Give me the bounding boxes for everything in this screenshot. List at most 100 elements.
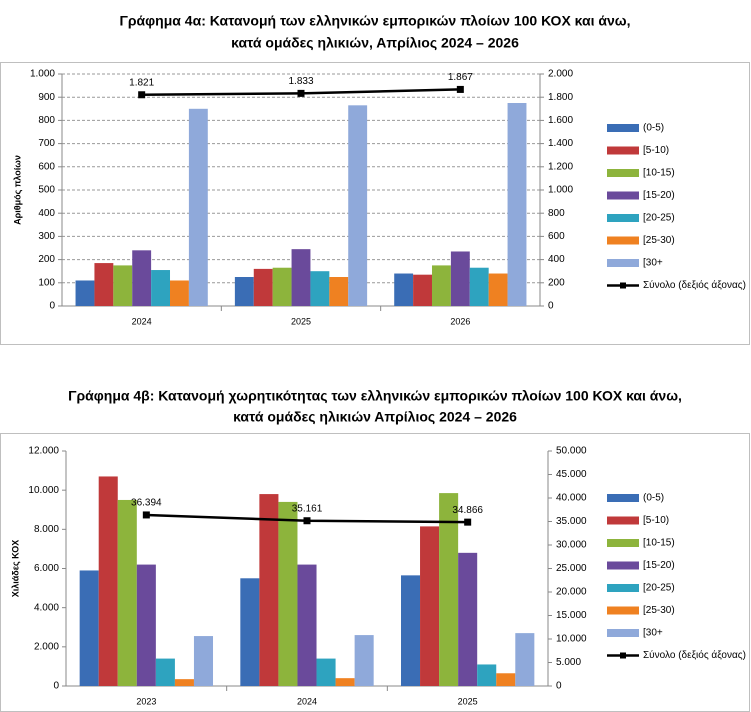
y2-tick-label: 25.000 — [556, 563, 587, 574]
y-tick-label: 10.000 — [28, 485, 59, 496]
bar — [450, 251, 470, 306]
bar — [354, 635, 374, 686]
bar — [488, 273, 508, 306]
y-tick-label: 800 — [38, 115, 55, 126]
legend-marker — [620, 652, 626, 659]
y-tick-label: 900 — [38, 92, 55, 103]
line-marker — [142, 511, 150, 519]
y-axis-label: Χιλιάδες ΚΟΧ — [10, 540, 20, 598]
y2-tick-label: 0 — [548, 301, 554, 312]
bar — [291, 249, 311, 306]
bar — [132, 250, 152, 306]
bar — [79, 570, 99, 686]
line-marker — [297, 89, 305, 97]
legend-label: [25-30) — [643, 605, 675, 616]
bar — [469, 267, 489, 306]
legend-swatch — [607, 191, 639, 200]
bar — [193, 636, 214, 686]
data-label: 1.833 — [288, 76, 313, 87]
y2-tick-label: 40.000 — [556, 493, 587, 504]
y2-tick-label: 600 — [548, 231, 565, 242]
y-tick-label: 0 — [53, 681, 59, 692]
legend-swatch — [607, 236, 639, 245]
legend-swatch — [607, 146, 639, 155]
bar — [75, 280, 95, 306]
legend-label: Σύνολο (δεξιός άξονας) — [643, 279, 746, 291]
data-label: 35.161 — [292, 503, 323, 514]
bar — [348, 105, 368, 306]
legend-label: [5-10) — [643, 515, 669, 526]
y2-tick-label: 1.000 — [548, 185, 573, 196]
bar — [98, 476, 118, 686]
chart-title: κατά ομάδες ηλικιών, Απρίλιος 2024 – 202… — [231, 35, 519, 51]
legend-swatch — [607, 539, 639, 547]
legend-label: [10-15) — [643, 168, 675, 179]
y2-tick-label: 1.200 — [548, 161, 573, 172]
bar — [94, 263, 114, 306]
y2-tick-label: 45.000 — [556, 469, 587, 480]
legend-swatch — [607, 561, 639, 570]
y-tick-label: 500 — [38, 185, 55, 196]
legend-label: [5-10) — [643, 145, 669, 156]
y2-tick-label: 1.600 — [548, 115, 573, 126]
legend-swatch — [607, 124, 639, 132]
y-tick-label: 4.000 — [34, 602, 59, 613]
bar — [439, 493, 459, 686]
x-tick-label: 2024 — [297, 696, 317, 706]
legend-label: [30+ — [643, 628, 663, 639]
y2-tick-label: 15.000 — [556, 610, 587, 621]
chart-frame — [0, 62, 750, 345]
y2-tick-label: 400 — [548, 254, 565, 265]
bar — [151, 270, 171, 306]
x-tick-label: 2023 — [136, 696, 156, 706]
y2-tick-label: 2.000 — [548, 69, 573, 80]
bar — [458, 552, 478, 686]
chart-title: κατά ομάδες ηλικιών Απρίλιος 2024 – 2026 — [233, 409, 517, 425]
legend-swatch — [607, 584, 639, 592]
legend-label: [10-15) — [643, 538, 675, 549]
legend-swatch — [607, 516, 639, 525]
bar — [188, 108, 208, 306]
data-label: 36.394 — [131, 498, 162, 509]
y2-tick-label: 20.000 — [556, 587, 587, 598]
y2-tick-label: 35.000 — [556, 516, 587, 527]
bar — [515, 633, 535, 686]
legend-label: (0-5) — [643, 123, 664, 134]
bar — [170, 280, 189, 306]
y-axis-label: Αριθμός πλοίων — [12, 155, 22, 225]
y2-tick-label: 50.000 — [556, 446, 587, 457]
legend-label: [20-25) — [643, 583, 675, 594]
bar — [477, 664, 497, 686]
y-tick-label: 200 — [38, 254, 55, 265]
line-marker — [138, 91, 146, 99]
bar — [297, 564, 317, 686]
legend-swatch — [607, 606, 639, 615]
y-tick-label: 8.000 — [34, 524, 59, 535]
y2-tick-label: 5.000 — [556, 657, 581, 668]
bar — [174, 679, 194, 686]
legend-label: [15-20) — [643, 560, 675, 571]
chart-title: Γράφημα 4β: Κατανομή χωρητικότητας των ε… — [68, 388, 682, 404]
x-tick-label: 2024 — [132, 316, 152, 326]
bar — [234, 277, 254, 306]
legend-marker — [620, 282, 626, 289]
y2-tick-label: 200 — [548, 277, 565, 288]
bar — [240, 578, 260, 686]
legend-label: [20-25) — [643, 213, 675, 224]
bar — [117, 499, 137, 686]
y-tick-label: 100 — [38, 277, 55, 288]
y-tick-label: 6.000 — [34, 563, 59, 574]
bar — [316, 658, 336, 686]
y-tick-label: 700 — [38, 138, 55, 149]
bar — [310, 271, 330, 306]
bar — [253, 268, 273, 306]
y2-tick-label: 10.000 — [556, 634, 587, 645]
legend-swatch — [607, 629, 639, 637]
line-marker — [464, 518, 472, 526]
bar — [329, 277, 349, 306]
data-label: 1.821 — [129, 77, 154, 88]
legend-label: [30+ — [643, 258, 663, 269]
y2-tick-label: 0 — [556, 681, 562, 692]
bar — [278, 501, 298, 686]
